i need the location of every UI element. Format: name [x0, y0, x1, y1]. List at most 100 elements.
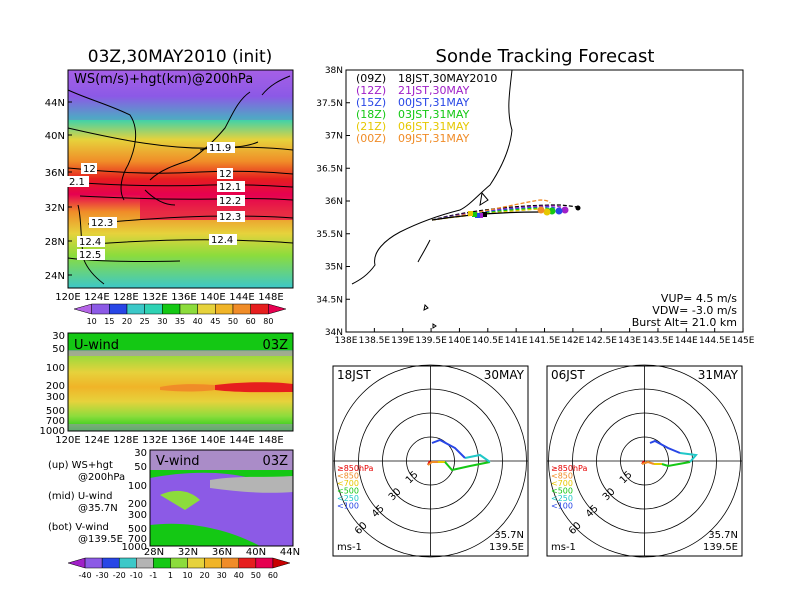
track-lat-tick: 37N: [325, 132, 343, 142]
v-colorbar-swatch: [153, 557, 171, 569]
v-colorbar-swatch: [238, 557, 257, 569]
contour-label: 12: [83, 164, 96, 175]
u-pressure-tick: 300: [46, 392, 65, 403]
u-wind-time: 03Z: [263, 338, 289, 353]
ws-colorbar-swatch: [109, 303, 128, 315]
v-pressure-tick: 50: [134, 462, 147, 473]
run-time-jst: 21JST,30MAY: [398, 84, 470, 97]
burst-text: Burst Alt= 21.0 km: [632, 316, 737, 329]
u-lon-tick: 124E: [84, 435, 109, 446]
ws-colorbar-label: 15: [104, 317, 114, 326]
v-wind-frame: [149, 449, 294, 547]
hodograph-lon: 139.5E: [703, 542, 738, 553]
track-lat-tick: 35N: [325, 263, 343, 273]
run-time-jst: 06JST,31MAY: [398, 120, 470, 133]
run-time-jst: 00JST,31MAY: [398, 96, 470, 109]
ws-lat-tick: 36N: [45, 168, 65, 179]
v-lat-tick: 36N: [212, 547, 232, 558]
v-colorbar-label: 20: [200, 571, 210, 580]
u-lon-tick: 140E: [200, 435, 225, 446]
contour-label-bg: [217, 181, 245, 192]
ws-colorbar-swatch: [197, 303, 216, 315]
track-lon-tick: 144.5E: [699, 336, 731, 346]
ws-lon-tick: 148E: [258, 292, 283, 303]
v-colorbar-label: -30: [96, 571, 109, 580]
u-pressure-tick: 100: [46, 363, 65, 374]
note-line: @35.7N: [78, 503, 118, 514]
run-time-z: (15Z): [356, 96, 386, 109]
v-pressure-tick: 300: [128, 510, 147, 521]
ws-colorbar-label: 80: [263, 317, 273, 326]
track-lon-tick: 138.5E: [359, 336, 391, 346]
v-colorbar-label: 50: [251, 571, 261, 580]
ws-colorbar-swatch: [268, 303, 287, 315]
contour-label-bg: [77, 236, 105, 247]
track-coastline: [351, 69, 513, 329]
hodograph-ring: [382, 412, 479, 510]
track-lon-tick: 144E: [675, 336, 698, 346]
ws-lat-tick: 24N: [45, 271, 65, 282]
v-pressure-tick: 500: [128, 524, 147, 535]
v-colorbar-swatch: [101, 557, 120, 569]
ws-lon-tick: 140E: [200, 292, 225, 303]
v-lat-tick: 32N: [178, 547, 198, 558]
track-lat-tick: 35.5N: [316, 230, 343, 240]
hodograph-time: 06JST: [551, 368, 585, 382]
hodograph-trace: [649, 439, 681, 454]
hodograph-level-label: ≥850hPa: [337, 464, 374, 473]
track-lat-tick: 34N: [325, 328, 343, 338]
hodograph-ring: [620, 436, 669, 486]
ws-lon-tick: 128E: [113, 292, 138, 303]
u-lon-tick: 136E: [171, 435, 196, 446]
hodograph-trace: [679, 452, 698, 463]
v-wind-panel: [150, 450, 293, 546]
ws-colorbar-swatch: [126, 303, 145, 315]
track-lat-tick: 38N: [325, 66, 343, 76]
burst-points: [537, 205, 581, 216]
u-pressure-tick: 200: [46, 381, 65, 392]
u-pressure-tick: 30: [52, 331, 65, 342]
v-pressure-tick: 30: [134, 448, 147, 459]
hodograph-level-label: <100: [337, 502, 359, 511]
track-lat-tick: 34.5N: [316, 295, 343, 305]
hodograph-ring: [334, 364, 527, 558]
track-lon-tick: 142.5E: [586, 336, 618, 346]
v-pressure-tick: 100: [128, 481, 147, 492]
track-lat-tick: 37.5N: [316, 99, 343, 109]
hodograph-level-label: <850: [337, 472, 359, 481]
v-lat-tick: 40N: [246, 547, 266, 558]
right-title: Sonde Tracking Forecast: [436, 46, 655, 67]
ws-lat-tick: 28N: [45, 237, 65, 248]
v-colorbar-swatch: [272, 557, 291, 569]
ws-colorbar-swatch: [144, 303, 163, 315]
u-wind-panel: [68, 333, 293, 431]
u-lon-tick: 144E: [229, 435, 254, 446]
contour-label: 2.1: [69, 177, 85, 188]
track-lat-tick: 36.5N: [316, 164, 343, 174]
hodograph-level-label: <250: [551, 494, 573, 503]
run-time-z: (09Z): [356, 72, 386, 85]
u-pressure-tick: 1000: [40, 426, 65, 437]
u-pressure-tick: 50: [52, 344, 65, 355]
hodograph-ring: [358, 388, 503, 534]
run-time-z: (18Z): [356, 108, 386, 121]
u-wind-frame: [67, 332, 294, 432]
hodograph-lat: 35.7N: [708, 530, 738, 541]
track-lon-tick: 140E: [448, 336, 471, 346]
sonde-params: VUP= 4.5 m/s VDW= -3.0 m/s Burst Alt= 21…: [632, 292, 738, 329]
contour-label-bg: [89, 217, 117, 228]
hodograph-time: 18JST: [337, 368, 371, 382]
u-pressure-tick: 500: [46, 406, 65, 417]
v-wind-time: 03Z: [263, 454, 289, 469]
hodograph-ring: [596, 412, 693, 510]
v-colorbar-label: 10: [182, 571, 192, 580]
note-line: (mid) U-wind: [48, 491, 112, 502]
ws-lon-tick: 132E: [142, 292, 167, 303]
v-colorbar-label: 60: [268, 571, 278, 580]
ws-colorbar-swatch: [250, 303, 269, 315]
ws-lon-tick: 136E: [171, 292, 196, 303]
v-colorbar-swatch: [170, 557, 188, 569]
contour-label-bg: [81, 163, 97, 174]
ws-colorbar-swatch: [162, 303, 181, 315]
